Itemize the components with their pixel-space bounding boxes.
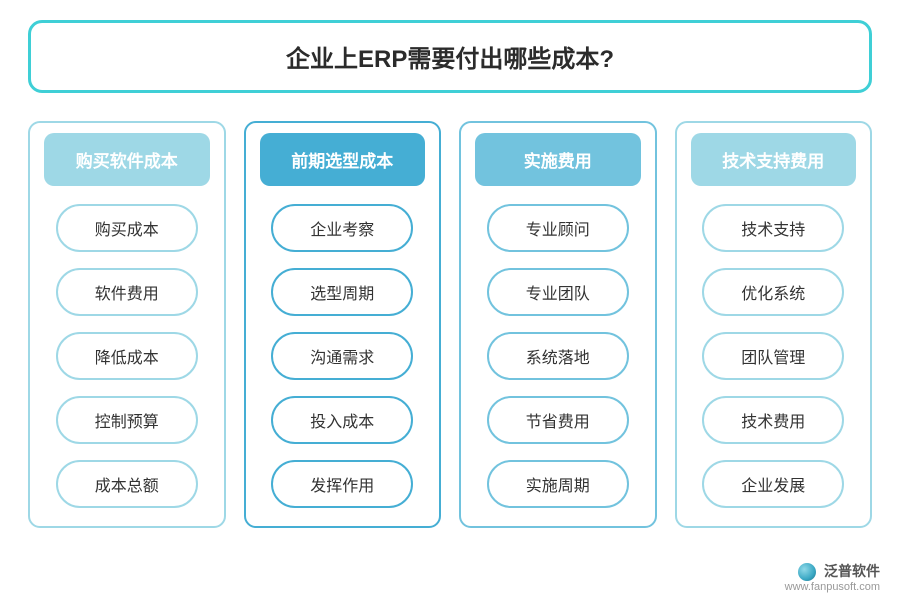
column-header: 实施费用	[475, 133, 641, 186]
title-box: 企业上ERP需要付出哪些成本?	[28, 20, 872, 93]
column-item: 投入成本	[271, 396, 413, 444]
column-item: 发挥作用	[271, 460, 413, 508]
column-item: 专业团队	[487, 268, 629, 316]
column-item: 成本总额	[56, 460, 198, 508]
column-header: 购买软件成本	[44, 133, 210, 186]
column-item: 软件费用	[56, 268, 198, 316]
column-item: 实施周期	[487, 460, 629, 508]
column-item: 企业发展	[702, 460, 844, 508]
column-item: 技术费用	[702, 396, 844, 444]
column-item: 专业顾问	[487, 204, 629, 252]
column-item: 购买成本	[56, 204, 198, 252]
columns-container: 购买软件成本购买成本软件费用降低成本控制预算成本总额前期选型成本企业考察选型周期…	[28, 121, 872, 528]
column-item: 团队管理	[702, 332, 844, 380]
page-title: 企业上ERP需要付出哪些成本?	[51, 39, 849, 74]
column-item: 选型周期	[271, 268, 413, 316]
watermark-brand: 泛普软件	[824, 563, 880, 579]
column-header: 前期选型成本	[260, 133, 426, 186]
watermark: 泛普软件 www.fanpusoft.com	[785, 563, 880, 594]
column-item: 技术支持	[702, 204, 844, 252]
column-header: 技术支持费用	[691, 133, 857, 186]
column-item: 企业考察	[271, 204, 413, 252]
column-item: 系统落地	[487, 332, 629, 380]
column-item: 节省费用	[487, 396, 629, 444]
column-item: 降低成本	[56, 332, 198, 380]
column-1: 前期选型成本企业考察选型周期沟通需求投入成本发挥作用	[244, 121, 442, 528]
column-2: 实施费用专业顾问专业团队系统落地节省费用实施周期	[459, 121, 657, 528]
watermark-url: www.fanpusoft.com	[785, 581, 880, 594]
column-0: 购买软件成本购买成本软件费用降低成本控制预算成本总额	[28, 121, 226, 528]
column-3: 技术支持费用技术支持优化系统团队管理技术费用企业发展	[675, 121, 873, 528]
column-item: 沟通需求	[271, 332, 413, 380]
watermark-logo-icon	[798, 563, 816, 581]
column-item: 控制预算	[56, 396, 198, 444]
column-item: 优化系统	[702, 268, 844, 316]
